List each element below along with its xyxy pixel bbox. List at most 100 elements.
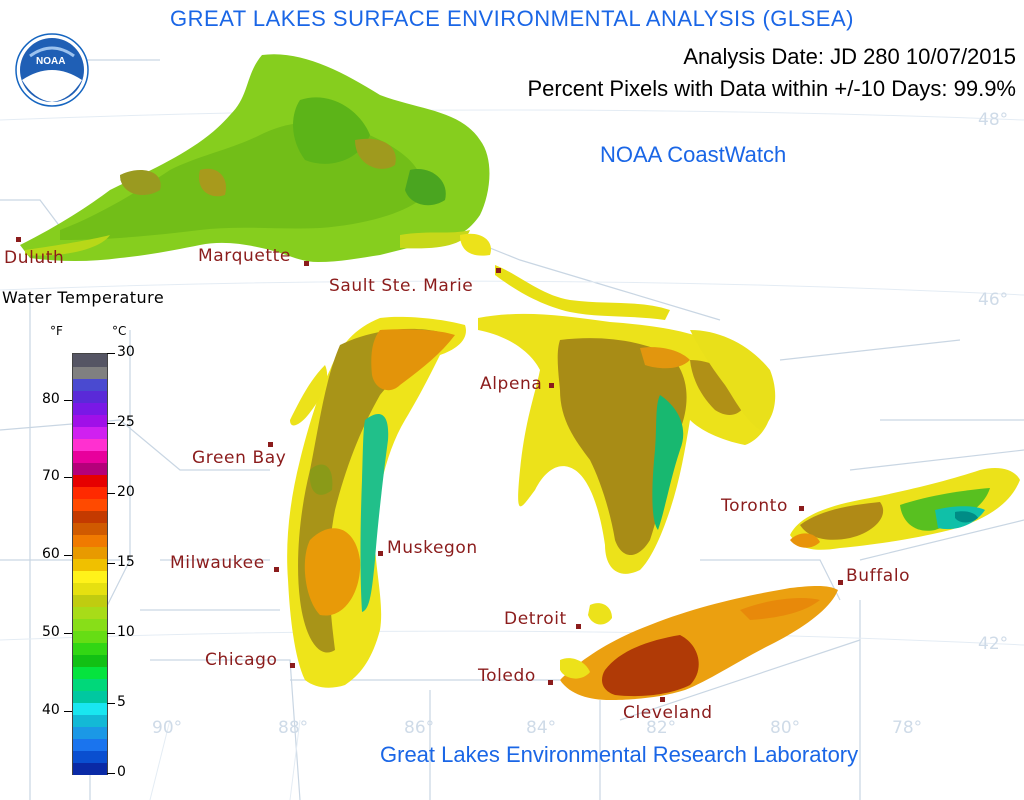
lake-superior	[20, 54, 491, 262]
city-label-milwaukee: Milwaukee	[170, 553, 265, 573]
legend-unit-c: °C	[112, 324, 127, 338]
legend-c-tick: 15	[117, 554, 135, 570]
city-label-buffalo: Buffalo	[846, 566, 911, 586]
city-label-cleveland: Cleveland	[623, 703, 713, 723]
legend-swatch	[73, 390, 107, 403]
legend-swatch	[73, 366, 107, 379]
lake-michigan	[287, 316, 466, 688]
noaa-logo-text: NOAA	[36, 56, 66, 67]
legend-swatch	[73, 606, 107, 619]
legend-swatch	[73, 738, 107, 751]
legend-c-tick-mark	[107, 633, 115, 634]
legend-swatch	[73, 450, 107, 463]
lon-label: 88°	[278, 718, 309, 738]
legend-c-tick-mark	[107, 773, 115, 774]
legend-swatch	[73, 582, 107, 595]
lake-erie	[560, 585, 838, 700]
legend-swatch	[73, 510, 107, 523]
legend-c-tick-mark	[107, 563, 115, 564]
legend-swatch	[73, 678, 107, 691]
legend-swatch	[73, 714, 107, 727]
legend-swatch	[73, 474, 107, 487]
city-marker	[576, 624, 581, 629]
legend-swatch	[73, 486, 107, 499]
legend-c-tick-mark	[107, 423, 115, 424]
legend-swatch	[73, 534, 107, 547]
city-marker	[274, 567, 279, 572]
legend-f-tick-mark	[64, 633, 72, 634]
legend-swatch	[73, 546, 107, 559]
coastwatch-label: NOAA CoastWatch	[600, 142, 787, 167]
legend-swatch	[73, 438, 107, 451]
legend-swatch	[73, 522, 107, 535]
legend-swatch	[73, 654, 107, 667]
city-marker	[496, 268, 501, 273]
percent-pixels: Percent Pixels with Data within +/-10 Da…	[527, 76, 1016, 101]
analysis-date: Analysis Date: JD 280 10/07/2015	[683, 44, 1016, 69]
lon-label: 78°	[892, 718, 923, 738]
legend-unit-f: °F	[50, 324, 63, 338]
legend-swatch	[73, 426, 107, 439]
lon-label: 90°	[152, 718, 183, 738]
city-marker	[16, 237, 21, 242]
legend-swatch	[73, 642, 107, 655]
legend-swatch	[73, 462, 107, 475]
legend-c-tick: 5	[117, 694, 126, 710]
legend-swatch	[73, 666, 107, 679]
legend-c-tick: 20	[117, 484, 135, 500]
legend-c-tick-mark	[107, 493, 115, 494]
city-marker	[304, 261, 309, 266]
lat-label: 46°	[978, 290, 1009, 310]
legend-swatch	[73, 594, 107, 607]
legend-swatch	[73, 378, 107, 391]
legend-c-tick-mark	[107, 353, 115, 354]
legend-swatch	[73, 558, 107, 571]
legend-swatch	[73, 690, 107, 703]
legend-f-tick: 80	[42, 390, 60, 407]
city-label-marquette: Marquette	[198, 246, 291, 266]
legend-title: Water Temperature	[2, 288, 165, 307]
lat-label: 42°	[978, 634, 1009, 654]
legend-f-tick: 70	[42, 468, 60, 485]
legend-swatch	[73, 414, 107, 427]
page-title: GREAT LAKES SURFACE ENVIRONMENTAL ANALYS…	[170, 6, 854, 31]
city-marker	[268, 442, 273, 447]
legend-f-tick-mark	[64, 399, 72, 401]
lat-label: 48°	[978, 110, 1009, 130]
legend-swatch	[73, 750, 107, 763]
city-marker	[660, 697, 665, 702]
legend-colorbar	[72, 353, 108, 775]
city-marker	[549, 383, 554, 388]
city-label-muskegon: Muskegon	[387, 538, 478, 558]
lon-label: 80°	[770, 718, 801, 738]
legend-f-tick-mark	[64, 555, 72, 557]
legend-swatch	[73, 630, 107, 643]
city-label-sault-ste-marie: Sault Ste. Marie	[329, 276, 474, 296]
city-marker	[799, 506, 804, 511]
legend-swatch	[73, 498, 107, 511]
city-label-duluth: Duluth	[4, 248, 65, 268]
city-label-chicago: Chicago	[205, 650, 278, 670]
legend-f-tick-mark	[64, 477, 72, 479]
legend-f-tick-mark	[64, 710, 72, 712]
city-marker	[378, 551, 383, 556]
city-label-detroit: Detroit	[504, 609, 567, 629]
city-marker	[838, 580, 843, 585]
lon-label: 86°	[404, 718, 435, 738]
city-label-toronto: Toronto	[721, 496, 788, 516]
legend-swatch	[73, 618, 107, 631]
legend-c-tick: 25	[117, 414, 135, 430]
city-marker	[290, 663, 295, 668]
legend-f-tick: 40	[42, 701, 60, 718]
city-label-toledo: Toledo	[478, 666, 536, 686]
legend-swatch	[73, 402, 107, 415]
legend-c-tick: 10	[117, 624, 135, 640]
legend-f-tick: 50	[42, 624, 60, 640]
city-label-green-bay: Green Bay	[192, 448, 287, 468]
city-label-alpena: Alpena	[480, 374, 543, 394]
glerl-footer: Great Lakes Environmental Research Labor…	[380, 742, 859, 767]
noaa-logo	[15, 33, 89, 107]
legend-swatch	[73, 762, 107, 775]
